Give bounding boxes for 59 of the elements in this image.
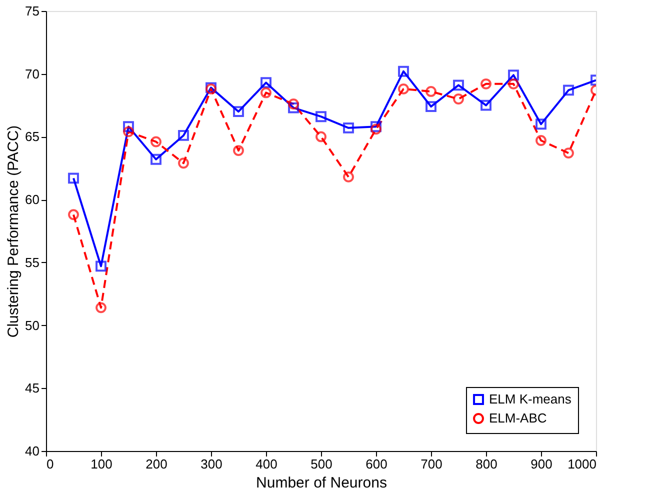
x-tick-label: 500 (310, 456, 332, 472)
y-tick-label: 65 (25, 129, 40, 144)
x-axis-title: Number of Neurons (256, 474, 387, 492)
y-tick-label: 45 (25, 380, 40, 396)
point (508, 78, 519, 90)
point (288, 102, 299, 114)
point (480, 100, 492, 111)
point (96, 302, 106, 314)
legend-label: ELM K-means (489, 392, 572, 406)
x-tick-label: 200 (146, 456, 168, 472)
point (563, 84, 574, 96)
point (150, 154, 162, 165)
x-tick-label: 400 (256, 456, 278, 472)
point (480, 78, 492, 90)
y-tick-label: 40 (25, 444, 40, 458)
x-tick-label: 900 (530, 456, 552, 472)
point (370, 121, 382, 132)
y-tick-label: 55 (25, 254, 40, 270)
point (536, 135, 546, 146)
point (370, 124, 382, 135)
point (316, 131, 326, 142)
point (398, 83, 409, 94)
point (426, 101, 436, 112)
y-tick-label: 50 (25, 318, 40, 333)
point (150, 136, 162, 148)
point (123, 126, 134, 138)
point (508, 70, 519, 81)
x-tick-label: 300 (200, 456, 222, 472)
y-tick-label: 70 (25, 66, 40, 82)
point (68, 209, 79, 220)
x-tick-label: 600 (366, 456, 388, 472)
point (426, 86, 436, 97)
point (343, 171, 354, 182)
y-tick-label: 75 (25, 4, 40, 18)
legend-label: ELM-ABC (489, 410, 547, 426)
x-tick-label: 1000 (568, 456, 596, 472)
x-tick-label: 100 (90, 456, 112, 472)
point (96, 260, 106, 272)
x-tick-label: 700 (420, 456, 442, 472)
point (563, 148, 574, 159)
point (453, 94, 464, 104)
point (68, 172, 79, 184)
point (316, 111, 326, 122)
point (536, 118, 546, 130)
x-tick-label: 800 (476, 456, 498, 472)
point (343, 122, 354, 134)
point (260, 87, 272, 98)
y-tick-label: 60 (25, 192, 40, 208)
point (233, 106, 244, 118)
point (123, 121, 134, 132)
point (178, 158, 189, 169)
point (288, 98, 299, 110)
point (453, 80, 464, 91)
x-tick-label: 0 (46, 456, 54, 472)
point (178, 130, 189, 141)
y-axis-title: Clustering Performance (PACC) (5, 125, 22, 338)
point (260, 77, 272, 88)
point (233, 145, 244, 156)
point (398, 66, 409, 77)
